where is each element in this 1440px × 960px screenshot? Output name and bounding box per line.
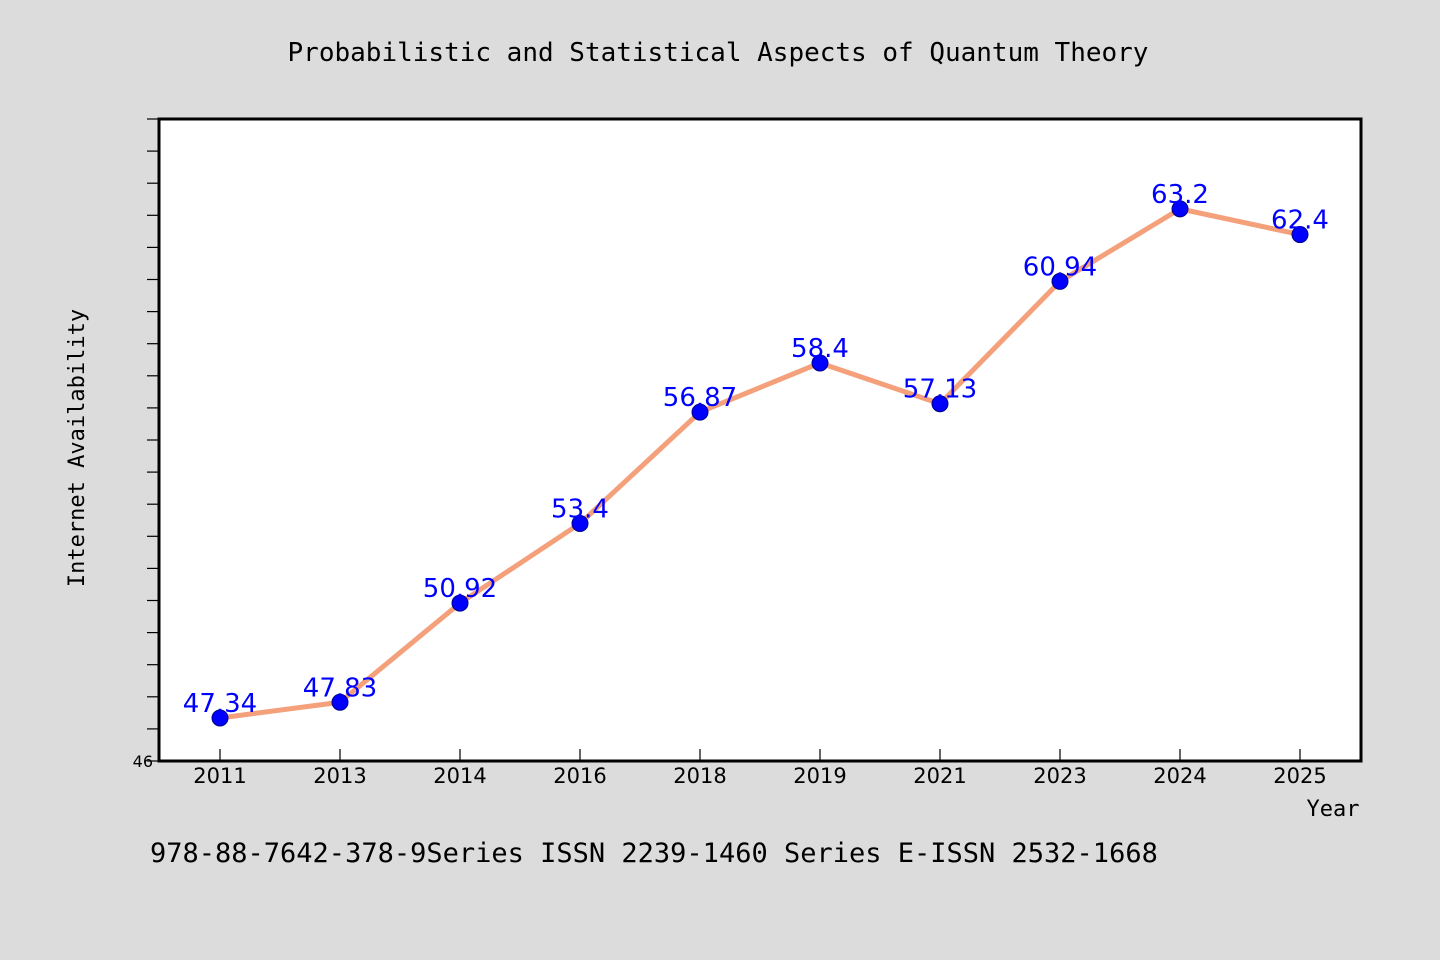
y-axis-ticks: 46 (133, 118, 159, 771)
data-label: 63.2 (1151, 180, 1209, 210)
data-label: 47.34 (183, 689, 257, 719)
x-tick-label: 2011 (193, 764, 246, 788)
data-point-marker (931, 395, 949, 413)
series-line (217, 206, 1303, 721)
x-tick-label: 2014 (433, 764, 486, 788)
chart-title: Probabilistic and Statistical Aspects of… (288, 38, 1149, 68)
x-tick-label: 2013 (313, 764, 366, 788)
data-point-marker (571, 514, 589, 532)
data-point-marker (691, 403, 709, 421)
data-label: 57.13 (903, 375, 977, 405)
x-tick-label: 2019 (793, 764, 846, 788)
y-tick-label: 46 (133, 752, 153, 771)
y-axis-title: Internet Availability (65, 309, 90, 587)
footer-isbn-text: 978-88-7642-378-9Series ISSN 2239-1460 S… (150, 838, 1158, 869)
x-tick-label: 2024 (1153, 764, 1206, 788)
data-point-marker (1291, 226, 1309, 244)
series-line-group (217, 206, 1303, 721)
x-axis-title: Year (1307, 797, 1360, 822)
data-point-marker (451, 594, 469, 612)
data-point-marker (1051, 272, 1069, 290)
data-point-marker (331, 693, 349, 711)
data-label: 62.4 (1271, 206, 1329, 236)
data-label: 53.4 (551, 494, 609, 524)
data-label: 60.94 (1023, 252, 1097, 282)
x-tick-label: 2021 (913, 764, 966, 788)
data-label: 56.87 (663, 383, 737, 413)
data-label: 58.4 (791, 334, 849, 364)
plot-area (157, 117, 1363, 763)
x-tick-label: 2025 (1273, 764, 1326, 788)
x-tick-label: 2023 (1033, 764, 1086, 788)
data-point-marker (211, 709, 229, 727)
data-point-marker (1171, 200, 1189, 218)
data-label: 50.92 (423, 574, 497, 604)
data-labels: 47.34 47.83 50.92 53.4 56.87 58.4 57.13 60.94 63… (183, 180, 1329, 719)
x-tick-label: 2016 (553, 764, 606, 788)
x-tick-label: 2018 (673, 764, 726, 788)
x-axis-ticks: 2011 2013 2014 2016 2018 2019 2021 2023 2024 2025 (193, 749, 1327, 788)
data-point-marker (811, 354, 829, 372)
data-label: 47.83 (303, 673, 377, 703)
data-markers (211, 200, 1309, 727)
